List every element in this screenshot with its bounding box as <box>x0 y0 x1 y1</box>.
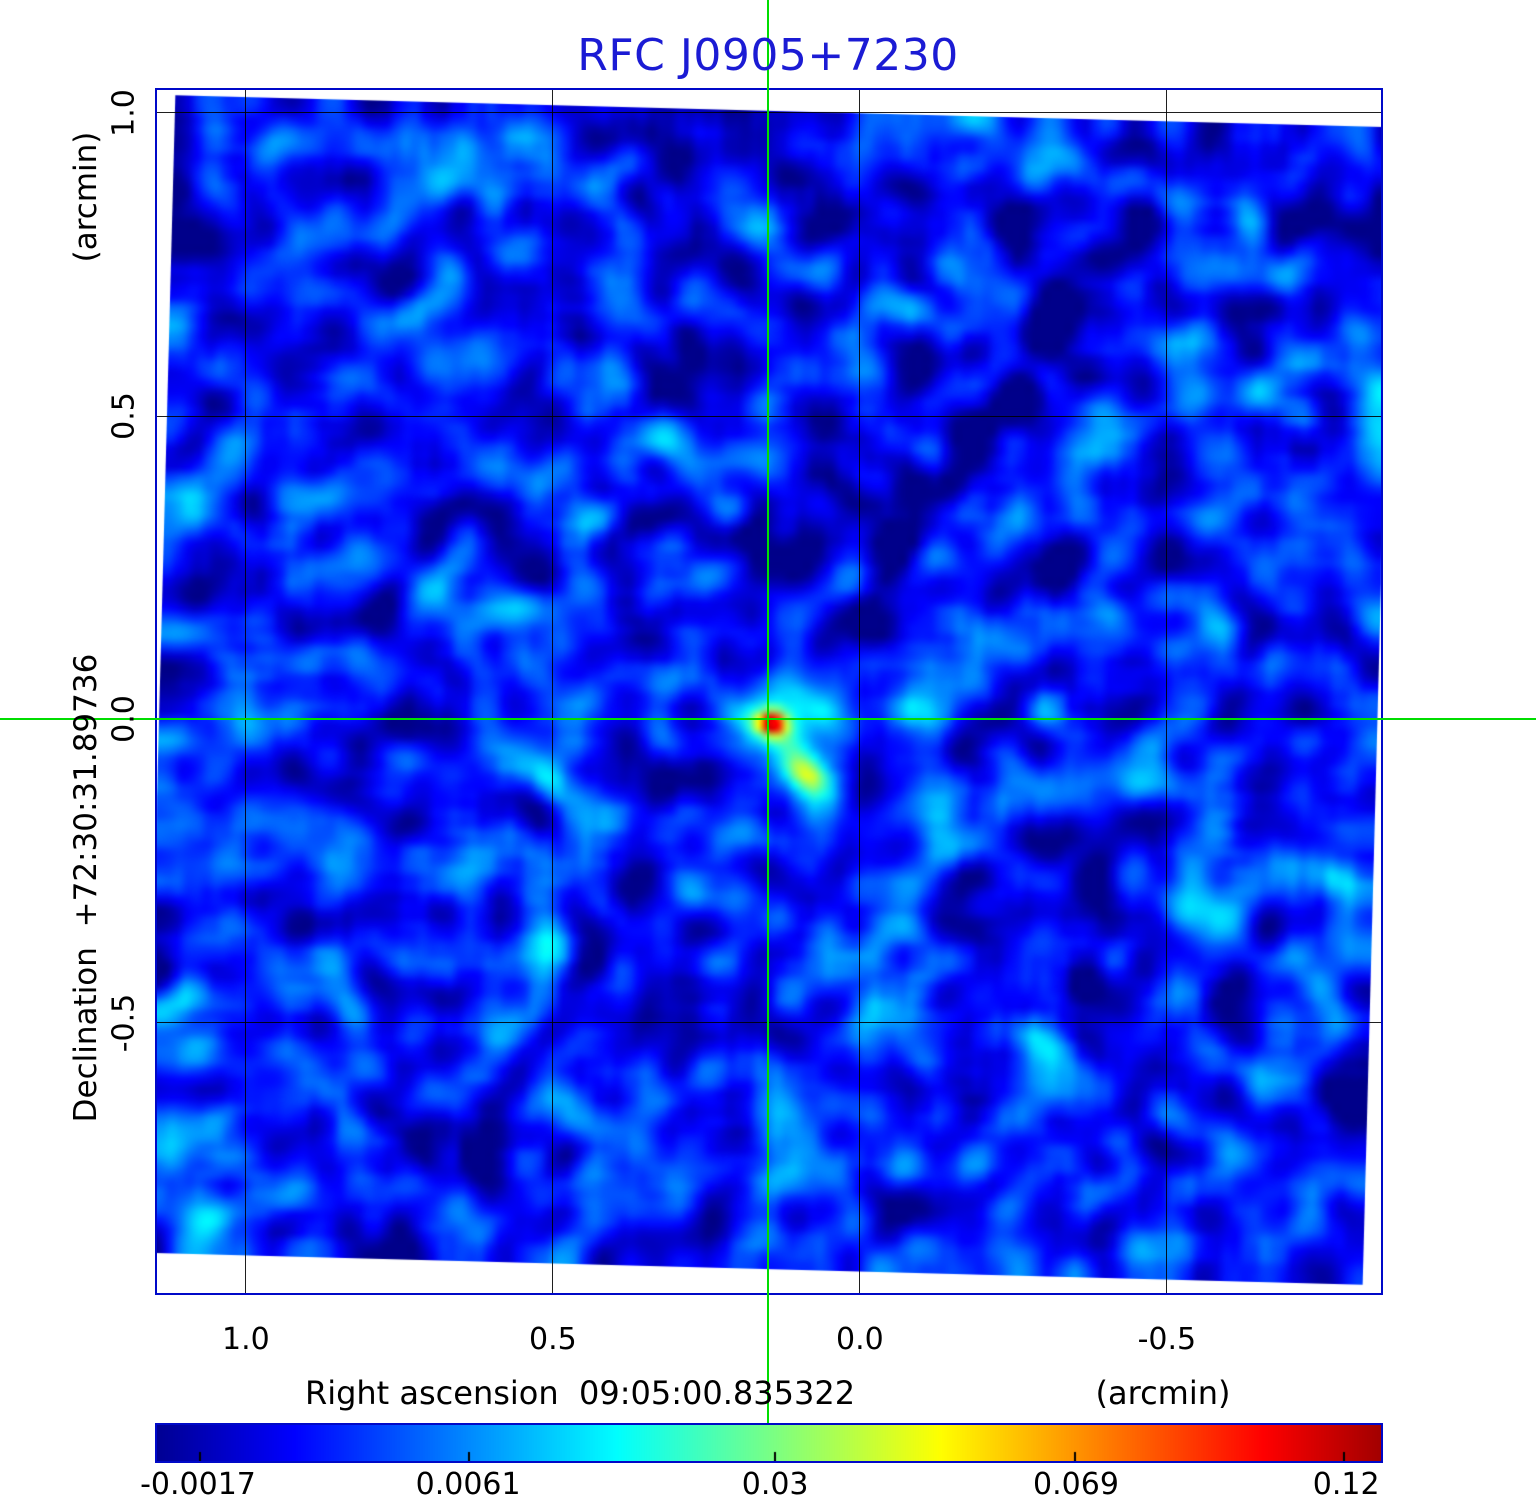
x-tick-label: 0.5 <box>529 1322 577 1357</box>
gridline-horizontal <box>155 1022 1383 1024</box>
x-axis-label: Right ascension 09:05:00.835322 <box>304 1374 856 1412</box>
y-tick-label: 1.0 <box>106 89 142 137</box>
figure-title: RFC J0905+7230 <box>577 30 959 81</box>
y-tick-label: 0.0 <box>106 695 142 744</box>
gridline-horizontal <box>155 112 1383 114</box>
gridline-horizontal <box>155 415 1383 417</box>
colorbar-tick-label: 0.03 <box>741 1467 809 1502</box>
plot-border <box>155 88 1383 1295</box>
colorbar-tick-label: 0.069 <box>1033 1467 1119 1502</box>
colorbar-gradient <box>157 1425 1381 1461</box>
x-tick-label: -0.5 <box>1137 1322 1197 1357</box>
colorbar-tick-label: -0.0017 <box>140 1467 256 1502</box>
colorbar <box>155 1423 1383 1463</box>
x-tick-label: 1.0 <box>222 1322 270 1357</box>
gridline-vertical <box>1166 88 1168 1295</box>
y-tick-label: -0.5 <box>106 993 142 1052</box>
crosshair-vertical-line <box>766 0 769 1423</box>
colorbar-tick-label: 0.0061 <box>415 1467 521 1502</box>
gridline-vertical <box>552 88 554 1295</box>
x-tick-label: 0.0 <box>836 1322 884 1357</box>
gridline-vertical <box>859 88 861 1295</box>
y-axis-unit-label: (arcmin) <box>68 131 104 263</box>
y-axis-label: Declination +72:30:31.89736 <box>68 653 104 1123</box>
gridline-vertical <box>245 88 247 1295</box>
y-tick-label: 0.5 <box>106 392 142 440</box>
radio-intensity-heatmap <box>155 88 1383 1295</box>
plot-area <box>155 88 1383 1295</box>
colorbar-tick-label: 0.12 <box>1312 1467 1380 1502</box>
x-axis-unit-label: (arcmin) <box>1095 1374 1231 1412</box>
